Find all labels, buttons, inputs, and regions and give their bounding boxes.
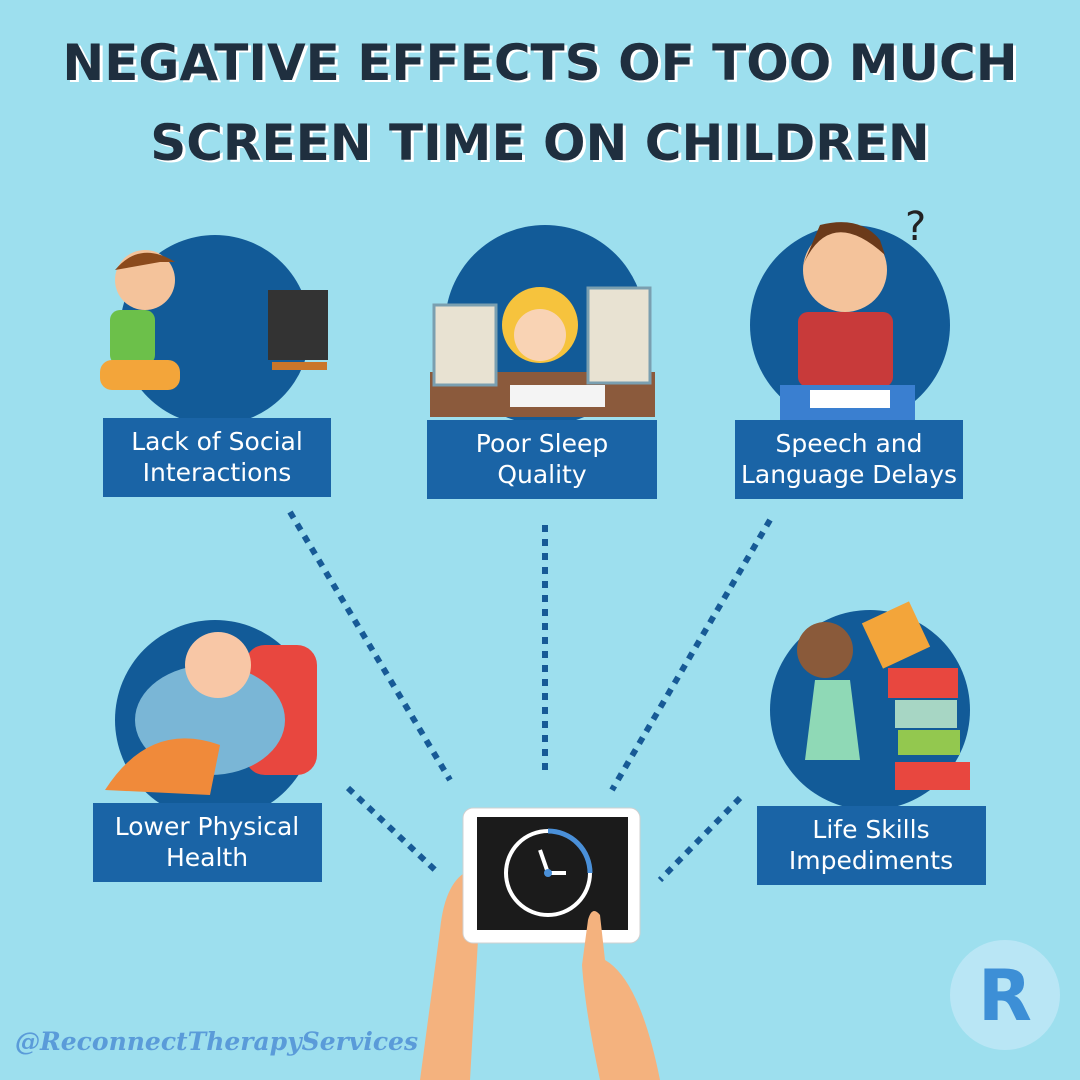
label-text: Lower Physical	[115, 812, 300, 841]
social-handle: @ReconnectTherapyServices	[15, 1027, 418, 1056]
label-text: Life Skills	[812, 815, 929, 844]
label-text: Lack of Social	[131, 427, 303, 456]
connectors	[287, 510, 773, 883]
label-box	[427, 420, 657, 499]
illustration-physical	[105, 620, 317, 820]
connector	[287, 510, 453, 782]
label-text: Impediments	[789, 846, 953, 875]
label-text: Interactions	[143, 458, 292, 487]
tablet	[420, 807, 660, 1080]
illustration-speech: ?	[750, 204, 950, 425]
label-box	[103, 418, 331, 497]
label-text: Quality	[497, 460, 587, 489]
title-line: NEGATIVE EFFECTS OF TOO MUCH	[62, 34, 1017, 92]
label-text: Poor Sleep	[476, 429, 608, 458]
title-shadow: NEGATIVE EFFECTS OF TOO MUCH	[65, 36, 1020, 94]
label-text: Speech and	[775, 429, 922, 458]
title-line: SCREEN TIME ON CHILDREN	[150, 114, 930, 172]
label-box	[93, 803, 322, 882]
label-text: Health	[166, 843, 248, 872]
illustration-sleep	[430, 225, 655, 425]
label-box	[757, 806, 986, 885]
label-box	[735, 420, 963, 499]
title-shadow: SCREEN TIME ON CHILDREN	[153, 116, 933, 174]
connector	[657, 795, 743, 883]
label-text: Language Delays	[741, 460, 957, 489]
illustration-social	[100, 235, 328, 425]
logo: R	[950, 940, 1060, 1050]
effect-labels: Lack of Social Interactions Poor Sleep Q…	[93, 418, 986, 885]
connector	[609, 518, 773, 792]
connector	[345, 785, 438, 873]
logo-letter: R	[978, 955, 1032, 1037]
question-mark: ?	[905, 204, 926, 250]
illustration-skills	[770, 601, 970, 810]
